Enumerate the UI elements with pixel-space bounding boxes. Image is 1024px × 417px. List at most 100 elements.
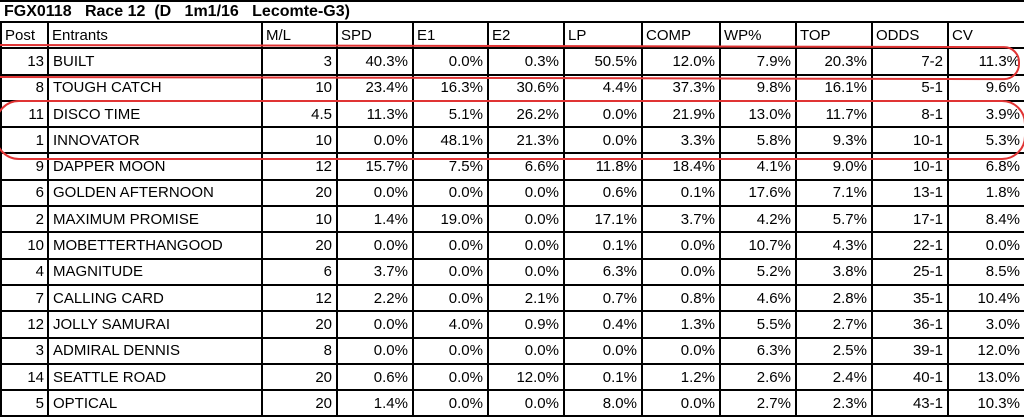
cell-post: 2 bbox=[0, 205, 49, 234]
cell-entrant: INNOVATOR bbox=[47, 126, 263, 155]
cell-post: 9 bbox=[0, 152, 49, 181]
cell-e2: 6.6% bbox=[487, 152, 565, 181]
cell-comp: 37.3% bbox=[641, 73, 721, 102]
cell-wp-pct: 2.6% bbox=[719, 362, 797, 392]
table-row: 3 ADMIRAL DENNIS 8 0.0% 0.0% 0.0% 0.0% 0.0% 6.3%… bbox=[0, 336, 1024, 365]
cell-spd: 2.2% bbox=[336, 283, 414, 313]
cell-spd: 0.0% bbox=[336, 336, 414, 365]
table-row: 10 MOBETTERTHANGOOD 20 0.0% 0.0% 0.0% 0.1% 0.0%… bbox=[0, 231, 1024, 260]
cell-odds: 10-1 bbox=[871, 126, 949, 155]
cell-lp: 17.1% bbox=[563, 205, 643, 234]
cell-e2: 0.9% bbox=[487, 310, 565, 339]
cell-e2: 30.6% bbox=[487, 73, 565, 102]
cell-cv: 3.9% bbox=[947, 99, 1024, 129]
cell-ml: 20 bbox=[261, 389, 338, 417]
cell-comp: 0.0% bbox=[641, 257, 721, 286]
cell-lp: 0.1% bbox=[563, 231, 643, 260]
cell-spd: 40.3% bbox=[336, 47, 414, 76]
cell-e2: 0.0% bbox=[487, 389, 565, 417]
cell-entrant: GOLDEN AFTERNOON bbox=[47, 178, 263, 208]
cell-wp-pct: 4.2% bbox=[719, 205, 797, 234]
table-body: 13 BUILT 3 40.3% 0.0% 0.3% 50.5% 12.0% 7.9% 20.3%… bbox=[0, 47, 1024, 417]
cell-odds: 10-1 bbox=[871, 152, 949, 181]
cell-lp: 0.6% bbox=[563, 178, 643, 208]
cell-lp: 11.8% bbox=[563, 152, 643, 181]
cell-odds: 25-1 bbox=[871, 257, 949, 286]
cell-spd: 0.0% bbox=[336, 310, 414, 339]
cell-top: 9.3% bbox=[795, 126, 873, 155]
cell-entrant: MAGNITUDE bbox=[47, 257, 263, 286]
column-header-top: TOP bbox=[795, 20, 873, 50]
cell-e2: 0.3% bbox=[487, 47, 565, 76]
cell-wp-pct: 2.7% bbox=[719, 389, 797, 417]
cell-post: 1 bbox=[0, 126, 49, 155]
table-row: 7 CALLING CARD 12 2.2% 0.0% 2.1% 0.7% 0.8% 4.6% 2… bbox=[0, 283, 1024, 313]
cell-lp: 50.5% bbox=[563, 47, 643, 76]
cell-ml: 10 bbox=[261, 205, 338, 234]
cell-cv: 8.4% bbox=[947, 205, 1024, 234]
column-header-cv: CV bbox=[947, 20, 1024, 50]
cell-entrant: ADMIRAL DENNIS bbox=[47, 336, 263, 365]
cell-ml: 10 bbox=[261, 73, 338, 102]
cell-e2: 12.0% bbox=[487, 362, 565, 392]
cell-e2: 26.2% bbox=[487, 99, 565, 129]
cell-cv: 5.3% bbox=[947, 126, 1024, 155]
cell-cv: 12.0% bbox=[947, 336, 1024, 365]
table-row: 4 MAGNITUDE 6 3.7% 0.0% 0.0% 6.3% 0.0% 5.2% 3.8% 2… bbox=[0, 257, 1024, 286]
cell-cv: 13.0% bbox=[947, 362, 1024, 392]
cell-e2: 0.0% bbox=[487, 336, 565, 365]
cell-comp: 0.0% bbox=[641, 336, 721, 365]
cell-odds: 17-1 bbox=[871, 205, 949, 234]
cell-cv: 8.5% bbox=[947, 257, 1024, 286]
cell-wp-pct: 17.6% bbox=[719, 178, 797, 208]
cell-spd: 3.7% bbox=[336, 257, 414, 286]
cell-wp-pct: 5.5% bbox=[719, 310, 797, 339]
cell-lp: 0.7% bbox=[563, 283, 643, 313]
cell-spd: 11.3% bbox=[336, 99, 414, 129]
cell-e1: 0.0% bbox=[412, 389, 489, 417]
cell-e2: 21.3% bbox=[487, 126, 565, 155]
cell-lp: 0.0% bbox=[563, 126, 643, 155]
cell-cv: 1.8% bbox=[947, 178, 1024, 208]
cell-entrant: CALLING CARD bbox=[47, 283, 263, 313]
cell-post: 10 bbox=[0, 231, 49, 260]
cell-entrant: DAPPER MOON bbox=[47, 152, 263, 181]
cell-comp: 18.4% bbox=[641, 152, 721, 181]
table-row: 14 SEATTLE ROAD 20 0.6% 0.0% 12.0% 0.1% 1.2% 2.6… bbox=[0, 362, 1024, 392]
cell-wp-pct: 4.6% bbox=[719, 283, 797, 313]
cell-odds: 40-1 bbox=[871, 362, 949, 392]
column-header-e1: E1 bbox=[412, 20, 489, 50]
cell-comp: 21.9% bbox=[641, 99, 721, 129]
cell-wp-pct: 5.8% bbox=[719, 126, 797, 155]
cell-lp: 0.1% bbox=[563, 362, 643, 392]
cell-top: 2.4% bbox=[795, 362, 873, 392]
cell-spd: 1.4% bbox=[336, 205, 414, 234]
cell-entrant: MAXIMUM PROMISE bbox=[47, 205, 263, 234]
cell-e1: 19.0% bbox=[412, 205, 489, 234]
column-header-entrant: Entrants bbox=[47, 20, 263, 50]
column-header-lp: LP bbox=[563, 20, 643, 50]
cell-e1: 0.0% bbox=[412, 257, 489, 286]
cell-post: 4 bbox=[0, 257, 49, 286]
cell-ml: 6 bbox=[261, 257, 338, 286]
cell-top: 2.7% bbox=[795, 310, 873, 339]
cell-comp: 3.3% bbox=[641, 126, 721, 155]
table-row: 12 JOLLY SAMURAI 20 0.0% 4.0% 0.9% 0.4% 1.3% 5.5… bbox=[0, 310, 1024, 339]
column-header-ml: M/L bbox=[261, 20, 338, 50]
cell-odds: 7-2 bbox=[871, 47, 949, 76]
cell-spd: 0.0% bbox=[336, 178, 414, 208]
cell-entrant: TOUGH CATCH bbox=[47, 73, 263, 102]
cell-post: 12 bbox=[0, 310, 49, 339]
cell-top: 2.5% bbox=[795, 336, 873, 365]
cell-wp-pct: 9.8% bbox=[719, 73, 797, 102]
cell-e1: 7.5% bbox=[412, 152, 489, 181]
cell-odds: 8-1 bbox=[871, 99, 949, 129]
cell-entrant: OPTICAL bbox=[47, 389, 263, 417]
cell-spd: 0.0% bbox=[336, 231, 414, 260]
column-header-odds: ODDS bbox=[871, 20, 949, 50]
cell-wp-pct: 13.0% bbox=[719, 99, 797, 129]
cell-top: 7.1% bbox=[795, 178, 873, 208]
cell-cv: 9.6% bbox=[947, 73, 1024, 102]
cell-cv: 10.3% bbox=[947, 389, 1024, 417]
table-row: 6 GOLDEN AFTERNOON 20 0.0% 0.0% 0.0% 0.6% 0.1% 1… bbox=[0, 178, 1024, 208]
